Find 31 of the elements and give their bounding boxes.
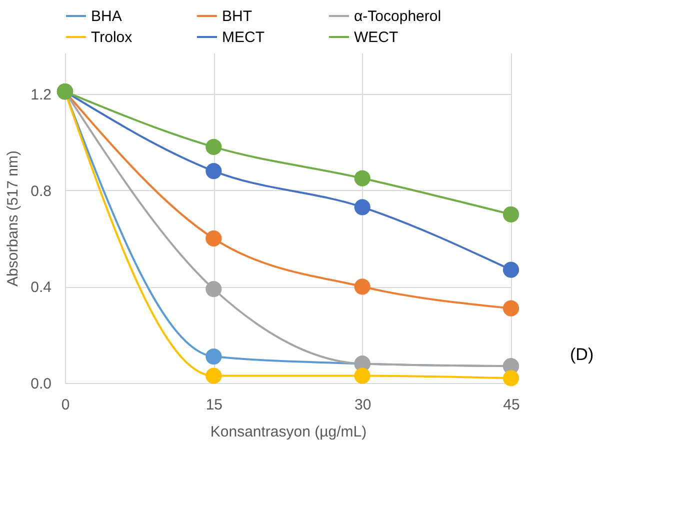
legend-label: WECT — [354, 29, 398, 46]
point — [206, 162, 222, 180]
y-tick-label: 1.2 — [30, 86, 52, 104]
y-tick-label: 0.0 — [30, 376, 52, 392]
point — [354, 199, 370, 216]
legend-label: α-Tocopherol — [354, 8, 442, 25]
legend-label: BHA — [91, 8, 122, 25]
x-tick-label: 45 — [503, 396, 520, 414]
point — [206, 368, 222, 384]
point — [502, 206, 520, 222]
point — [502, 370, 520, 386]
point — [206, 281, 222, 298]
point — [502, 262, 520, 278]
point — [206, 138, 222, 155]
legend-label: BHT — [222, 8, 252, 25]
x-tick-label: 15 — [206, 396, 223, 414]
y-tick-label: 0.4 — [30, 279, 52, 296]
point — [502, 300, 520, 316]
legend-label: MECT — [222, 29, 264, 46]
point — [354, 170, 370, 186]
text: (D) — [570, 345, 594, 364]
x-tick-label: 30 — [354, 396, 372, 414]
point — [354, 278, 370, 295]
point — [206, 230, 222, 247]
point — [206, 348, 222, 365]
x-tick-label: 0 — [61, 396, 70, 414]
legend-label: Trolox — [91, 29, 133, 46]
x-axis-title: Konsantrasyon (µg/mL) — [210, 424, 367, 440]
point — [354, 368, 370, 384]
y-tick-label: 0.8 — [30, 182, 52, 200]
y-axis-title: Absorbans (517 nm) — [4, 150, 22, 286]
